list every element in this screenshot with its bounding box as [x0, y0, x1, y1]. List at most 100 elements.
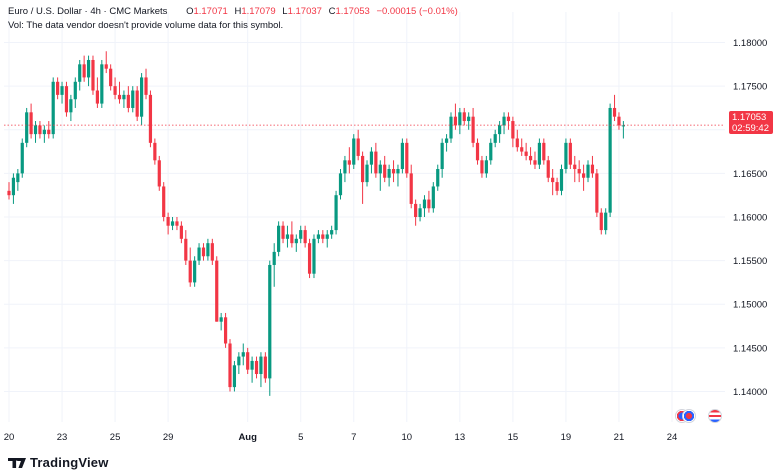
candle-body	[493, 134, 497, 143]
candle-body	[201, 247, 206, 257]
candle-body	[453, 116, 458, 126]
candle-body	[533, 160, 537, 165]
candle-body	[166, 217, 170, 226]
candle-body	[33, 125, 38, 135]
candle-body	[228, 343, 232, 388]
candle-body	[458, 112, 462, 126]
candle-body	[95, 90, 99, 104]
candle-body	[325, 234, 329, 239]
candle-body	[38, 125, 42, 135]
price-tick-label: 1.15500	[733, 256, 767, 267]
symbol-title[interactable]: Euro / U.S. Dollar · 4h · CMC Markets	[8, 6, 168, 17]
price-axis[interactable]: 1.180001.175001.170001.165001.160001.155…	[733, 38, 767, 398]
candle-body	[16, 173, 20, 183]
candle-body	[148, 94, 153, 143]
candle-body	[290, 234, 294, 244]
candle-body	[184, 238, 188, 261]
candle-body	[263, 356, 267, 379]
candle-body	[378, 164, 382, 174]
candle-body	[29, 112, 33, 135]
candle-body	[223, 317, 228, 344]
candle-body	[396, 169, 400, 174]
candle-body	[577, 169, 581, 174]
high-value: 1.17079	[241, 6, 276, 17]
candle-body	[586, 164, 590, 178]
candle-body	[131, 90, 135, 108]
candle-body	[157, 160, 161, 187]
candle-body	[294, 238, 298, 244]
candle-body	[210, 243, 214, 261]
price-tick-label: 1.17500	[733, 82, 767, 93]
bar-countdown: 02:59:42	[732, 123, 769, 134]
logo-text: TradingView	[30, 455, 109, 470]
candle-body	[444, 138, 449, 143]
candle-body	[82, 64, 86, 78]
candle-body	[590, 164, 595, 174]
candle-body	[568, 142, 572, 165]
candle-body	[126, 94, 130, 108]
candle-body	[303, 230, 307, 244]
candle-body	[418, 208, 422, 217]
price-tick-label: 1.16000	[733, 213, 767, 224]
candle-body	[537, 142, 541, 165]
time-axis[interactable]: 20 23 25 29 Aug 5 7 10 13 15 19 21 24	[4, 432, 678, 443]
time-tick-label: 10	[402, 432, 413, 443]
candle-body	[20, 142, 24, 174]
event-flag-icon[interactable]	[682, 409, 696, 423]
candle-body	[347, 160, 351, 165]
candle-body	[272, 251, 276, 265]
us-flag-icon[interactable]	[708, 409, 722, 423]
candle-body	[604, 212, 608, 231]
tradingview-logo-icon	[8, 458, 26, 468]
candle-body	[11, 177, 16, 196]
open-label: O	[186, 6, 194, 17]
candle-body	[206, 243, 210, 257]
candle-body	[86, 59, 91, 78]
candle-body	[170, 221, 175, 226]
candle-body	[608, 107, 612, 213]
candle-body	[268, 264, 272, 379]
candle-body	[321, 234, 325, 239]
ohlc-readout: O1.17071 H1.17079 L1.17037 C1.17053 −0.0…	[182, 6, 458, 17]
candle-body	[524, 151, 528, 156]
candle-body	[551, 177, 555, 183]
candle-body	[197, 247, 201, 261]
candle-body	[277, 225, 281, 252]
time-tick-label: 13	[455, 432, 466, 443]
candle-body	[427, 199, 431, 209]
tradingview-logo[interactable]: TradingView	[8, 455, 109, 470]
candle-body	[440, 142, 444, 170]
candle-body	[449, 116, 453, 139]
candle-body	[515, 138, 519, 148]
candle-body	[352, 138, 356, 165]
candle-body	[241, 352, 245, 357]
candle-body	[338, 173, 343, 196]
candle-body	[582, 173, 586, 178]
candle-body	[462, 112, 466, 122]
candle-body	[467, 116, 471, 122]
time-tick-label: 19	[561, 432, 572, 443]
candle-body	[542, 142, 546, 161]
candle-body	[502, 116, 506, 126]
candle-body	[405, 142, 409, 174]
candle-body	[299, 230, 303, 239]
candle-body	[91, 59, 95, 91]
candle-body	[162, 186, 166, 217]
candle-body	[140, 77, 144, 117]
low-label: L	[282, 6, 288, 17]
candle-body	[188, 260, 192, 283]
candle-body	[122, 94, 126, 100]
candle-body	[520, 147, 524, 152]
candle-body	[281, 225, 285, 239]
volume-note: Vol: The data vendor doesn't provide vol…	[8, 20, 284, 31]
symbol-header: Euro / U.S. Dollar · 4h · CMC Markets O1…	[8, 6, 458, 17]
candle-body	[528, 155, 533, 161]
candle-body	[511, 121, 515, 139]
candle-body	[100, 64, 104, 104]
candle-body	[612, 107, 617, 117]
time-tick-label: 29	[163, 432, 174, 443]
candle-body	[498, 125, 502, 135]
candle-body	[330, 230, 334, 235]
candle-body	[471, 116, 475, 143]
